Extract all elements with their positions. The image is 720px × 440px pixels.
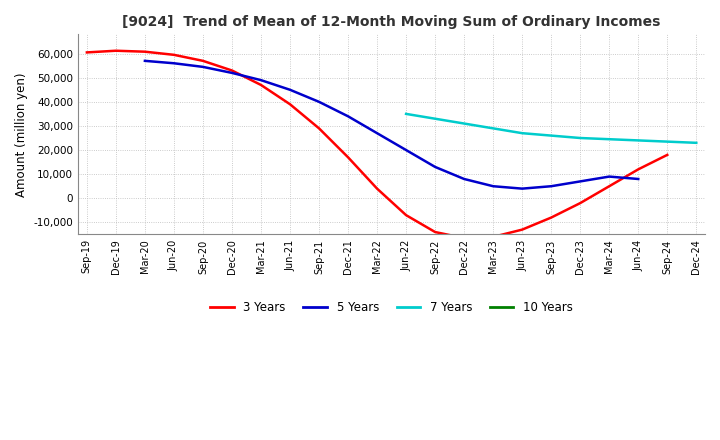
3 Years: [518, 227, 526, 232]
3 Years: [112, 48, 120, 53]
3 Years: [228, 68, 236, 73]
7 Years: [518, 131, 526, 136]
5 Years: [489, 183, 498, 189]
3 Years: [431, 229, 439, 235]
7 Years: [431, 116, 439, 121]
Title: [9024]  Trend of Mean of 12-Month Moving Sum of Ordinary Incomes: [9024] Trend of Mean of 12-Month Moving …: [122, 15, 661, 29]
5 Years: [547, 183, 556, 189]
3 Years: [605, 183, 613, 189]
3 Years: [199, 58, 207, 63]
5 Years: [373, 131, 382, 136]
5 Years: [140, 58, 149, 63]
7 Years: [576, 136, 585, 141]
7 Years: [634, 138, 642, 143]
5 Years: [431, 164, 439, 169]
7 Years: [605, 136, 613, 142]
3 Years: [663, 152, 672, 158]
3 Years: [402, 213, 410, 218]
3 Years: [83, 50, 91, 55]
3 Years: [576, 201, 585, 206]
5 Years: [634, 176, 642, 182]
3 Years: [373, 186, 382, 191]
Line: 7 Years: 7 Years: [406, 114, 696, 143]
7 Years: [663, 139, 672, 144]
5 Years: [228, 70, 236, 76]
Line: 5 Years: 5 Years: [145, 61, 638, 189]
5 Years: [199, 64, 207, 70]
5 Years: [315, 99, 323, 104]
7 Years: [547, 133, 556, 138]
3 Years: [286, 102, 294, 107]
5 Years: [402, 147, 410, 153]
5 Years: [576, 179, 585, 184]
7 Years: [402, 111, 410, 117]
Y-axis label: Amount (million yen): Amount (million yen): [15, 72, 28, 197]
5 Years: [256, 77, 265, 83]
3 Years: [256, 82, 265, 88]
5 Years: [343, 114, 352, 119]
3 Years: [460, 235, 469, 241]
7 Years: [692, 140, 701, 146]
3 Years: [634, 167, 642, 172]
3 Years: [140, 49, 149, 54]
5 Years: [460, 176, 469, 182]
3 Years: [315, 126, 323, 131]
5 Years: [605, 174, 613, 179]
5 Years: [286, 87, 294, 92]
Line: 3 Years: 3 Years: [87, 51, 667, 238]
5 Years: [518, 186, 526, 191]
3 Years: [489, 234, 498, 239]
5 Years: [170, 61, 179, 66]
7 Years: [489, 126, 498, 131]
Legend: 3 Years, 5 Years, 7 Years, 10 Years: 3 Years, 5 Years, 7 Years, 10 Years: [206, 296, 577, 319]
3 Years: [343, 154, 352, 160]
3 Years: [170, 52, 179, 58]
7 Years: [460, 121, 469, 126]
3 Years: [547, 215, 556, 220]
